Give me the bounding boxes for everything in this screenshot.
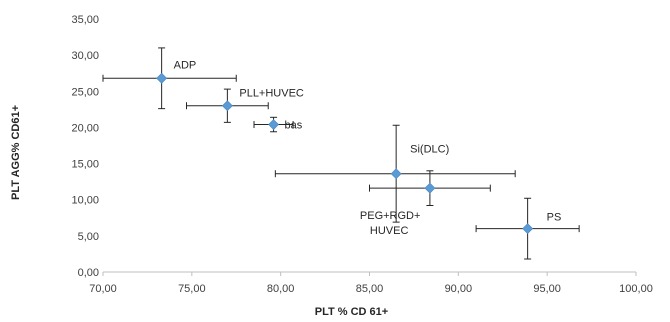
y-axis-ticks: 0,00 5,00 10,00 15,00 20,00 25,00 30,00 35,00: [71, 14, 99, 279]
data-point-label: ADP: [174, 59, 197, 71]
data-points: ADP PLL+HUVEC bas Si(DLC) PEG+RGD+ HUVEC PS: [102, 47, 580, 260]
y-tick-label: 30,00: [71, 50, 99, 62]
data-point-group: PLL+HUVEC: [186, 88, 304, 123]
data-point-group: ADP: [102, 47, 237, 110]
data-point-marker: [522, 223, 534, 235]
data-point-group: PEG+RGD+ HUVEC: [360, 170, 491, 237]
y-tick-label: 35,00: [71, 14, 99, 26]
data-point-marker: [156, 72, 168, 84]
x-axis-title: PLT % CD 61+: [315, 306, 388, 318]
data-point-marker: [221, 100, 233, 112]
data-point-marker: [424, 182, 436, 194]
data-point-marker: [268, 119, 279, 130]
data-point-group: bas: [253, 116, 303, 133]
x-tick-label: 85,00: [356, 283, 384, 295]
data-point-label: Si(DLC): [410, 144, 449, 156]
y-tick-label: 10,00: [71, 195, 99, 207]
data-point-marker: [390, 168, 402, 180]
y-tick-label: 5,00: [78, 231, 99, 243]
x-tick-label: 70,00: [89, 283, 117, 295]
y-tick-label: 20,00: [71, 122, 99, 134]
y-tick-label: 15,00: [71, 159, 99, 171]
y-tick-label: 0,00: [78, 267, 99, 279]
data-point-label: PEG+RGD+ HUVEC: [360, 210, 421, 237]
x-axis-ticks: 70,00 75,00 80,00 85,00 90,00 95,00 100,00: [89, 272, 653, 295]
data-point-label: PS: [547, 212, 562, 224]
x-tick-label: 75,00: [178, 283, 206, 295]
y-axis-title: PLT AGG% CD61+: [10, 105, 22, 200]
x-tick-label: 80,00: [267, 283, 295, 295]
x-tick-label: 90,00: [445, 283, 473, 295]
x-tick-label: 95,00: [533, 283, 561, 295]
y-tick-label: 25,00: [71, 86, 99, 98]
data-point-group: PS: [475, 197, 580, 260]
data-point-group: Si(DLC): [274, 124, 516, 223]
data-point-label: PLL+HUVEC: [239, 88, 304, 100]
x-tick-label: 100,00: [619, 283, 653, 295]
data-point-label: bas: [285, 120, 303, 132]
